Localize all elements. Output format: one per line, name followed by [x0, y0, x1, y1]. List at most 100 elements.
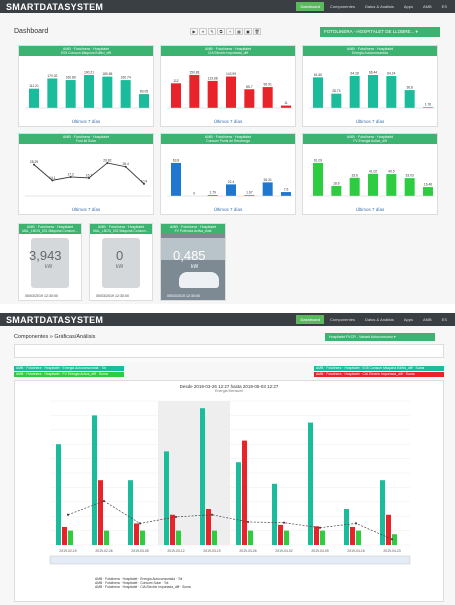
x-tick-label: 2019-03-05: [131, 549, 148, 553]
nav-datos-2[interactable]: Datos & Análisis: [364, 317, 394, 322]
legend-line-3[interactable]: AMB · Fotolinera · Hospitalet · CIA Elec…: [95, 585, 191, 589]
bar: [368, 173, 378, 196]
edit-icon[interactable]: ✎: [208, 28, 216, 35]
panel-footer[interactable]: Últimos 7 días: [71, 119, 101, 124]
add-icon[interactable]: +: [226, 28, 234, 35]
data-label: 41.02: [369, 169, 377, 173]
legend-chip-4-label: AMB · Fotolinera · Hospitalet · CIA Elec…: [316, 372, 415, 376]
brand-logo[interactable]: SMARTDATASYSTEM: [6, 2, 103, 12]
x-tick-label: 2019-03-26: [239, 549, 256, 553]
nav-componentes-2[interactable]: Componentes: [330, 317, 355, 322]
trend-line: [67, 500, 393, 540]
play-icon[interactable]: ▶: [190, 28, 198, 35]
x-tick-label: 2019-04-02: [275, 549, 292, 553]
nav-language[interactable]: ES: [441, 4, 447, 9]
brand-logo-2[interactable]: SMARTDATASYSTEM: [6, 315, 103, 325]
nav-language-2[interactable]: ES: [441, 317, 447, 322]
analysis-chart: 2019-02-19 2019-02-26 2019-03-05 2019-03-12…: [49, 400, 411, 565]
top-navbar-2: SMARTDATASYSTEM Dashboard Componentes Da…: [0, 313, 455, 326]
layout-icon[interactable]: ▦: [235, 28, 243, 35]
data-label: 28.29: [30, 160, 38, 164]
legend-chip-4[interactable]: AMB · Fotolinera · Hospitalet · CIA Elec…: [314, 372, 444, 377]
copy-icon[interactable]: ⧉: [217, 28, 225, 35]
bar: [176, 530, 181, 545]
legend-chip-1-label: AMB · Fotolinera · Hospitalet · Energia …: [16, 366, 106, 370]
trend-point: [102, 499, 106, 503]
legend-chip-1[interactable]: AMB · Fotolinera · Hospitalet · Energia …: [14, 366, 124, 371]
bar: [386, 76, 397, 108]
panel-chart: 112 150.83 123.68 143.99 85.7 95.91 11: [167, 70, 293, 109]
legend-chip-2-label: AMB · Fotolinera · Hospitalet · FV Energ…: [16, 372, 108, 376]
bar: [262, 87, 273, 108]
data-label: 28.73: [332, 89, 340, 93]
data-label: 29.82: [103, 158, 111, 162]
bar: [207, 80, 218, 108]
bar: [164, 451, 169, 545]
bar: [356, 530, 361, 545]
bar: [313, 162, 323, 196]
trend-point: [318, 526, 322, 529]
panel-footer[interactable]: Últimos 7 días: [355, 119, 385, 124]
delete-icon[interactable]: 🗑: [253, 28, 261, 35]
bar: [278, 524, 283, 545]
data-label: 160.89: [66, 76, 76, 80]
data-label: 112: [173, 79, 178, 83]
sky-image: [161, 238, 225, 260]
panel-chart: 61.60 28.73 64.28 66.44 64.24 36.8 1.76: [309, 70, 435, 109]
bar: [140, 530, 145, 545]
nav-user-2[interactable]: AMB: [422, 317, 432, 322]
range-navigator[interactable]: [49, 555, 411, 565]
panel-footer[interactable]: Últimos 7 días: [355, 207, 385, 212]
bar: [62, 527, 67, 545]
nav-apps[interactable]: Apps: [403, 4, 413, 9]
legend-line-2[interactable]: AMB · Fotolinera · Hospitalet · Consum S…: [95, 581, 169, 585]
site-selector[interactable]: FOTOLINERA - HOSPITALET DE LLOBRE... ▾: [320, 27, 440, 37]
panel-footer[interactable]: Últimos 7 días: [213, 119, 243, 124]
chart-panel-3: AMB · Fotolinera · Hospitalet Energia Aut…: [302, 45, 438, 127]
gauge-2-unit: kW: [116, 264, 124, 270]
car-image: [179, 272, 219, 288]
bar: [350, 527, 355, 545]
bar: [98, 480, 103, 545]
nav-dashboard-2[interactable]: Dashboard: [296, 315, 325, 324]
nav-dashboard[interactable]: Dashboard: [296, 2, 325, 11]
data-label: 1.79: [209, 191, 216, 195]
chart-panel-2: AMB · Fotolinera · Hospitalet CIA Electri…: [160, 45, 296, 127]
nav-user[interactable]: AMB: [422, 4, 432, 9]
bar: [189, 74, 200, 108]
data-label: 14.1: [49, 176, 56, 180]
bar: [380, 480, 385, 545]
charger-image: [102, 238, 140, 288]
bar: [139, 94, 149, 108]
legend-chip-2[interactable]: AMB · Fotolinera · Hospitalet · FV Energ…: [14, 372, 124, 377]
panel-title-line1: AMB · Fotolinera · Hospitalet: [62, 135, 110, 139]
gauge-1-title: AMB · Fotolinera · Hospitalet: [26, 225, 74, 229]
panel-footer[interactable]: Últimos 7 días: [71, 207, 101, 212]
nav-apps-2[interactable]: Apps: [403, 317, 413, 322]
gauge-1-subtitle: MAL_LBCN_001 Màquina Consum...: [22, 229, 78, 234]
gauge-3-title: AMB · Fotolinera · Hospitalet: [169, 225, 217, 229]
legend-chip-3[interactable]: AMB · Fotolinera · Hospitalet · E05 Cons…: [314, 366, 444, 371]
gauge-2-value: 0: [116, 248, 124, 263]
analysis-site-selector[interactable]: Hospitalet FVCR - Variant Autoconsumo ▾: [325, 333, 435, 341]
trend-point: [390, 538, 394, 541]
gauge-2-title: AMB · Fotolinera · Hospitalet: [97, 225, 145, 229]
analysis-chart-title: Desde 2019-03-26 12:27 hasta 2019-05-03 …: [179, 384, 279, 389]
bar: [170, 514, 175, 545]
bar: [56, 444, 61, 545]
panel-chart: 61.03 18.6 33.6 41.02 40.5 33.03 16.46: [309, 158, 435, 197]
x-tick-label: 2019-04-16: [347, 549, 364, 553]
site-selector-label: FOTOLINERA - HOSPITALET DE LLOBRE...: [324, 29, 415, 34]
bar: [281, 192, 291, 196]
panel-footer[interactable]: Últimos 7 días: [213, 207, 243, 212]
save-icon[interactable]: ▣: [244, 28, 252, 35]
legend-line-1[interactable]: AMB · Fotolinera · Hospitalet · Energia …: [95, 577, 183, 581]
gauge-3-subtitle: FV Potència Activa_total: [174, 229, 212, 234]
nav-componentes[interactable]: Componentes: [330, 4, 355, 9]
data-label: 0: [193, 192, 195, 196]
bar: [207, 195, 218, 196]
data-label: 36.8: [406, 86, 413, 90]
pause-icon[interactable]: ⏸: [199, 28, 207, 35]
panel-title-line2: CIA Electric Importada_diff: [207, 51, 249, 56]
nav-datos[interactable]: Datos & Análisis: [364, 4, 394, 9]
